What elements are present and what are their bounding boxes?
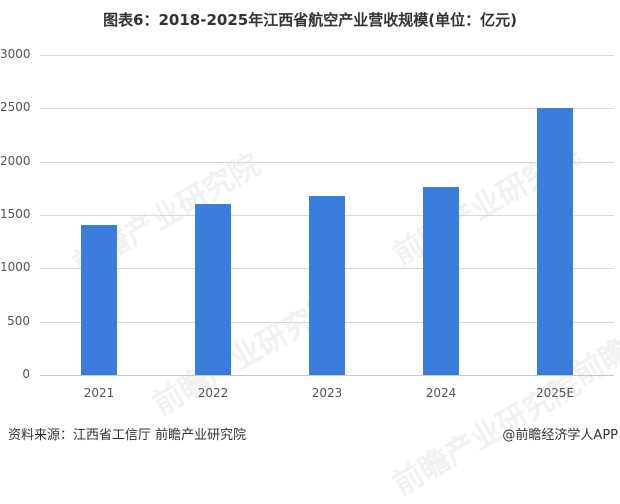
- chart-title: 图表6：2018-2025年江西省航空产业营收规模(单位：亿元): [103, 11, 517, 29]
- x-tick-label: 2023: [311, 386, 343, 400]
- y-tick-label: 1000: [0, 260, 31, 274]
- y-tick-label: 1500: [0, 207, 31, 221]
- bar-2022: [195, 204, 231, 375]
- bar-2021: [81, 225, 117, 375]
- bar-2025E: [537, 108, 573, 375]
- y-tick-label: 500: [7, 314, 30, 328]
- y-tick-label: 3000: [0, 47, 31, 61]
- y-tick-label: 0: [22, 367, 30, 381]
- chart-plot-area: 前瞻产业研究院 前瞻产业研究院 前瞻产业研究院 前瞻产业研究院 前瞻产业研究院 0 500 1…: [0, 47, 620, 503]
- x-tick-label: 2022: [197, 386, 229, 400]
- bar-2024: [423, 187, 459, 375]
- bar-2023: [309, 196, 345, 375]
- gridline: [40, 55, 614, 56]
- source-note: 资料来源：江西省工信厅 前瞻产业研究院: [8, 428, 247, 443]
- x-tick-label: 2021: [83, 386, 115, 400]
- gridline: [40, 108, 614, 109]
- x-axis-line: [40, 375, 614, 376]
- credit-note: @前瞻经济学人APP: [502, 428, 618, 443]
- gridline: [40, 162, 614, 163]
- x-tick-label: 2025E: [535, 386, 575, 400]
- y-tick-label: 2500: [0, 100, 31, 114]
- x-tick-label: 2024: [425, 386, 457, 400]
- y-tick-label: 2000: [0, 154, 31, 168]
